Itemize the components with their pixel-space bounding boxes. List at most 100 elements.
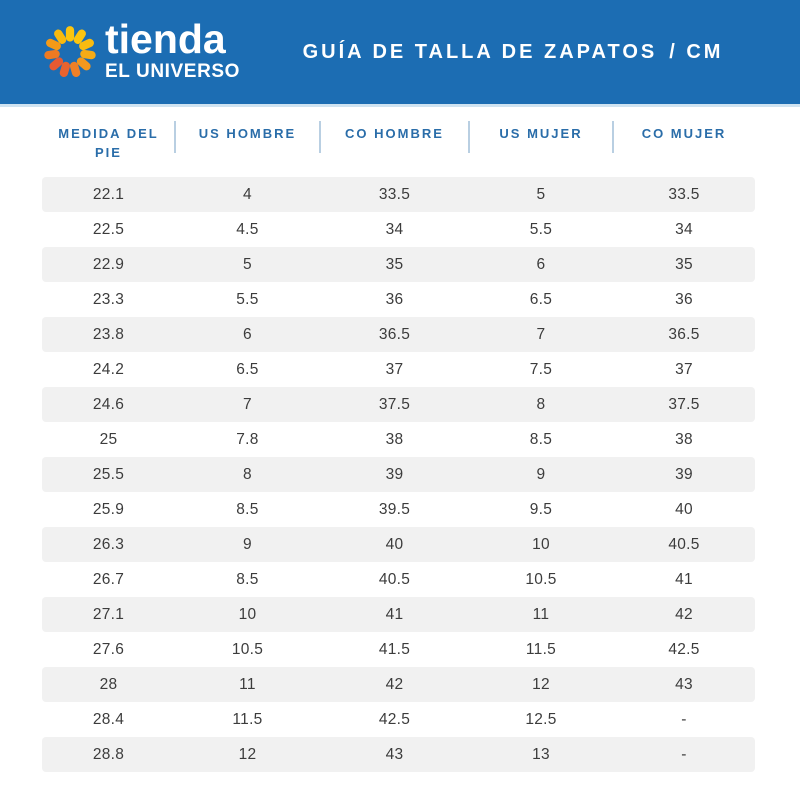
page-title-unit: / CM [669, 40, 724, 63]
table-cell: 12.5 [525, 710, 557, 728]
table-cell: 37 [675, 360, 693, 378]
table-cell: 26.7 [92, 570, 125, 588]
table-cell: 40 [385, 535, 404, 553]
table-cell: 22.1 [92, 185, 125, 203]
table-cell: 25.9 [92, 500, 125, 518]
brand-text: tienda EL UNIVERSO [105, 19, 241, 83]
size-table-header: MEDIDA DEL PIE US HOMBRE CO HOMBRE US MUJER… [42, 120, 755, 171]
table-cell: 8.5 [236, 500, 259, 518]
table-cell: 11.5 [232, 710, 263, 728]
table-row: 28.8 12 43 13 - [42, 737, 755, 772]
table-cell: 6.5 [529, 290, 553, 308]
table-row: 25 7.8 38 8.5 38 [42, 422, 755, 457]
table-cell: 4.5 [236, 220, 259, 238]
column-header-label: MEDIDA DEL PIE [58, 126, 159, 160]
sun-ray [79, 38, 94, 51]
table-cell: 10.5 [231, 640, 264, 658]
table-cell: 25.5 [92, 465, 125, 483]
table-cell: 27.1 [92, 605, 125, 623]
table-row: 23.8 6 36.5 7 36.5 [42, 317, 755, 352]
table-cell: 34 [675, 220, 693, 238]
table-row: 26.3 9 40 10 40.5 [42, 527, 755, 562]
table-cell: 5.5 [529, 220, 553, 238]
sun-ray [80, 49, 96, 60]
sun-icon [44, 26, 96, 78]
table-cell: 11 [239, 675, 256, 693]
table-row: 28 11 42 12 43 [42, 667, 755, 702]
page-title: GUÍA DE TALLA DE ZAPATOS / CM [240, 41, 756, 64]
table-cell: 41 [675, 570, 693, 588]
table-cell: 8.5 [236, 570, 259, 588]
table-cell: 12 [238, 745, 257, 763]
table-cell: 36.5 [668, 325, 700, 343]
table-cell: 6.5 [236, 360, 259, 378]
table-cell: 42.5 [378, 710, 411, 728]
table-row: 28.4 11.5 42.5 12.5 - [42, 702, 755, 737]
column-header-co-mujer: CO MUJER [613, 120, 755, 171]
table-cell: 37.5 [378, 395, 411, 413]
table-row: 22.5 4.5 34 5.5 34 [42, 212, 755, 247]
table-cell: 42 [385, 675, 404, 693]
table-cell: 37.5 [668, 395, 700, 413]
table-cell: 26.3 [92, 535, 125, 553]
table-cell: 7.8 [236, 430, 259, 448]
size-guide-page: tienda EL UNIVERSO GUÍA DE TALLA DE ZAPA… [0, 0, 800, 772]
table-cell: 33.5 [378, 185, 411, 203]
table-cell: 13 [532, 745, 550, 763]
table-cell: 24.2 [92, 360, 125, 378]
table-row: 26.7 8.5 40.5 10.5 41 [42, 562, 755, 597]
table-cell: 43 [675, 675, 693, 693]
sun-ray [44, 49, 60, 60]
table-cell: 39 [385, 465, 404, 483]
table-cell: 24.6 [92, 395, 125, 413]
table-cell: 38 [385, 430, 404, 448]
table-cell: 41.5 [378, 640, 411, 658]
brand-logo: tienda EL UNIVERSO [42, 19, 241, 83]
brand-subtitle: EL UNIVERSO [105, 60, 241, 82]
sun-ray [54, 29, 67, 44]
table-cell: 22.5 [92, 220, 125, 238]
table-cell: 8.5 [529, 430, 553, 448]
table-cell: 4 [243, 185, 252, 203]
table-cell: 42.5 [668, 640, 700, 658]
table-cell: 7 [243, 395, 252, 413]
size-table: MEDIDA DEL PIE US HOMBRE CO HOMBRE US MUJER… [42, 120, 755, 772]
column-header-label: US MUJER [499, 126, 583, 141]
sun-ray [46, 38, 61, 51]
table-cell: 40 [675, 500, 693, 518]
table-row: 24.2 6.5 37 7.5 37 [42, 352, 755, 387]
column-header-label: CO HOMBRE [345, 126, 444, 141]
size-table-body: 22.1 4 33.5 5 33.5 22.5 4.5 34 5.5 34 22.9 5 35 6 35 23… [42, 177, 755, 772]
table-cell: 7 [536, 325, 546, 343]
table-cell: 22.9 [92, 255, 125, 273]
table-cell: 11 [532, 605, 550, 623]
table-cell: - [681, 745, 687, 763]
table-cell: 8 [243, 465, 252, 483]
table-row: 27.6 10.5 41.5 11.5 42.5 [42, 632, 755, 667]
table-cell: 40.5 [668, 535, 700, 553]
table-cell: 27.6 [92, 640, 125, 658]
table-cell: 40.5 [378, 570, 411, 588]
table-cell: 10 [238, 605, 257, 623]
sun-ray [73, 29, 86, 44]
table-cell: 12 [532, 675, 550, 693]
table-row: 23.3 5.5 36 6.5 36 [42, 282, 755, 317]
sun-ray [65, 26, 75, 42]
sun-ray [49, 57, 64, 71]
table-cell: 39.5 [378, 500, 411, 518]
table-cell: 35 [675, 255, 693, 273]
table-cell: - [681, 710, 687, 728]
table-row: 22.1 4 33.5 5 33.5 [42, 177, 755, 212]
column-header-us-hombre: US HOMBRE [175, 120, 321, 171]
table-cell: 34 [385, 220, 404, 238]
table-cell: 41 [385, 605, 404, 623]
header-band: tienda EL UNIVERSO GUÍA DE TALLA DE ZAPA… [0, 0, 800, 107]
table-cell: 11.5 [525, 640, 557, 658]
table-cell: 6 [536, 255, 546, 273]
table-row: 27.1 10 41 11 42 [42, 597, 755, 632]
table-row: 25.5 8 39 9 39 [42, 457, 755, 492]
sun-ray [76, 57, 91, 71]
table-cell: 23.8 [92, 325, 125, 343]
table-cell: 7.5 [529, 360, 553, 378]
table-cell: 5.5 [236, 290, 259, 308]
